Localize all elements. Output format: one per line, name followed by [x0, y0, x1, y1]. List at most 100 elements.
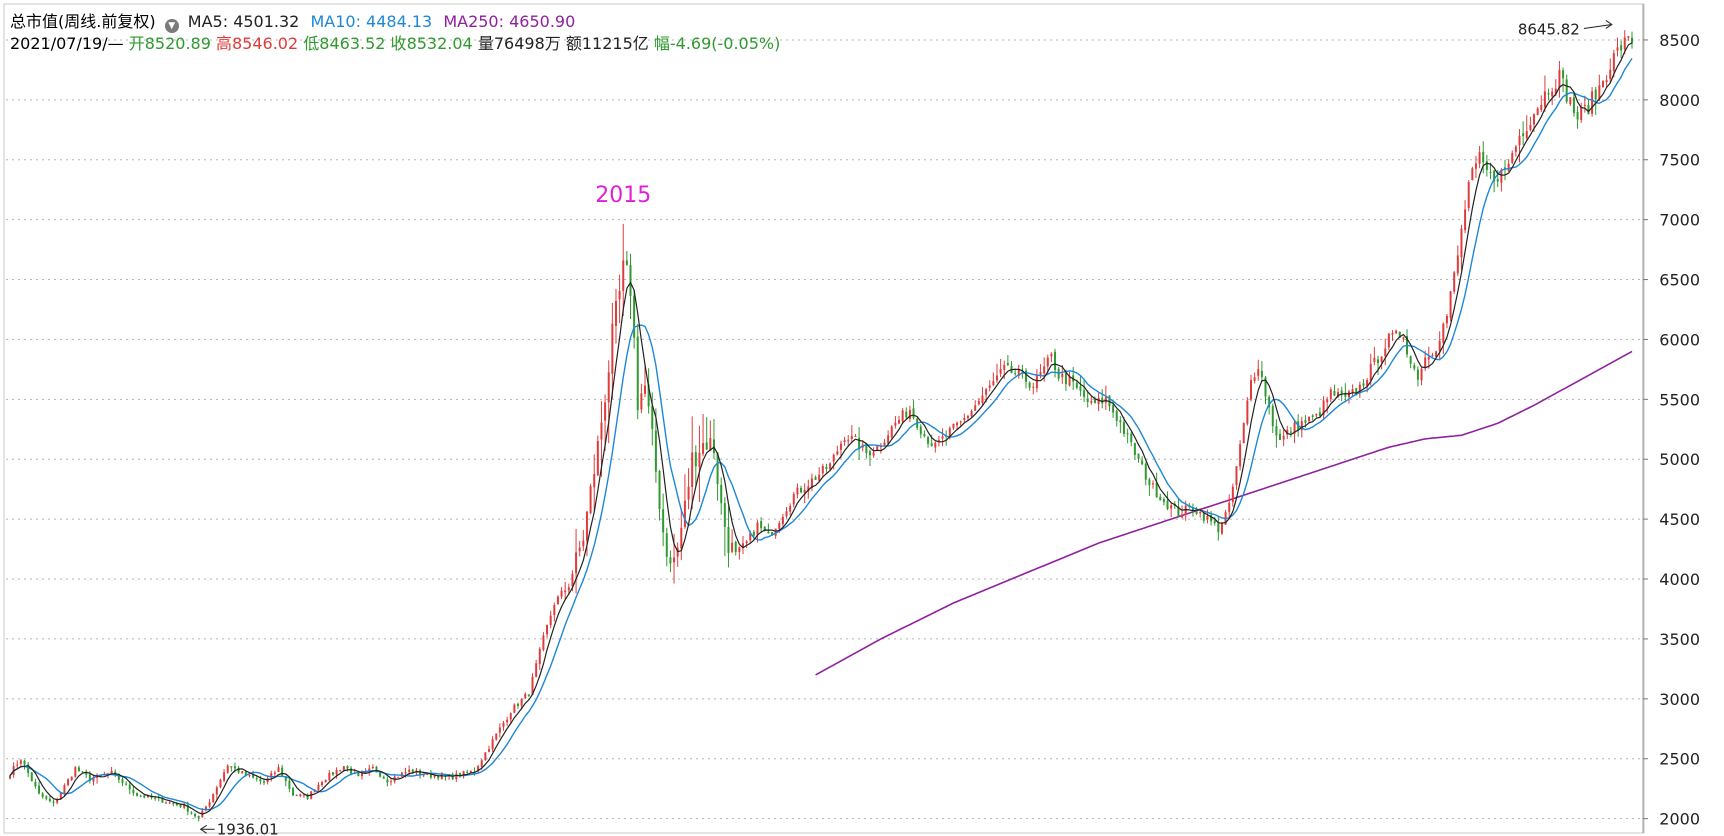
candle-body: [237, 767, 240, 773]
y-tick-label: 3500: [1659, 630, 1700, 649]
candle-body: [745, 541, 748, 544]
candle-body: [1547, 93, 1550, 95]
y-tick-label: 5500: [1659, 390, 1700, 409]
candle-body: [705, 442, 708, 450]
candle-body: [709, 438, 712, 451]
change-label: 幅: [653, 34, 670, 53]
candle-body: [995, 375, 998, 381]
candle-body: [38, 785, 41, 794]
candle-body: [92, 778, 95, 782]
candle-body: [16, 764, 19, 766]
chevron-down-icon[interactable]: ▼: [164, 19, 179, 33]
y-tick-label: 2500: [1659, 750, 1700, 769]
candle-body: [1551, 91, 1554, 97]
candle-body: [1358, 384, 1361, 394]
candle-body: [1006, 363, 1009, 365]
candle-body: [1416, 369, 1419, 380]
candle-body: [785, 511, 788, 517]
candle-body: [872, 452, 875, 456]
candle-body: [1616, 47, 1619, 51]
candle-body: [259, 779, 262, 782]
candle-body: [1580, 106, 1583, 120]
candle-body: [281, 767, 284, 777]
candle-body: [1025, 370, 1028, 382]
candle-body: [956, 422, 959, 426]
candle-body: [495, 733, 498, 740]
candle-body: [1387, 333, 1390, 348]
candle-body: [1141, 460, 1144, 465]
candle-body: [923, 434, 926, 437]
candle-body: [767, 531, 770, 534]
candle-body: [433, 775, 436, 777]
candle-body: [295, 795, 298, 797]
candle-body: [1155, 482, 1158, 498]
candle-body: [1003, 365, 1006, 370]
candle-body: [934, 442, 937, 448]
candle-body: [458, 772, 461, 777]
candle-body: [992, 381, 995, 386]
candle-body: [622, 260, 625, 291]
candle-body: [1598, 85, 1601, 100]
candle-body: [357, 772, 360, 776]
candle-body: [1460, 228, 1463, 258]
candle-body: [981, 395, 984, 403]
candle-body: [1104, 397, 1107, 403]
candle-body: [1355, 388, 1358, 395]
candle-body: [455, 773, 458, 780]
candle-body: [1264, 377, 1267, 397]
candle-body: [1235, 466, 1238, 486]
candle-body: [1485, 161, 1488, 171]
candle-body: [1409, 356, 1412, 364]
candle-body: [67, 779, 70, 786]
y-tick-label: 5000: [1659, 450, 1700, 469]
candle-body: [41, 793, 44, 797]
candle-body: [513, 704, 516, 713]
candle-body: [1028, 382, 1031, 388]
candle-body: [832, 454, 835, 462]
candle-body: [45, 796, 48, 799]
candle-body: [379, 772, 382, 777]
candle-body: [611, 323, 614, 374]
candle-body: [1202, 513, 1205, 521]
max-arrow-line: [1583, 23, 1612, 29]
candle-body: [114, 771, 117, 775]
candle-body: [1540, 105, 1543, 110]
candle-body: [839, 443, 842, 450]
candle-body: [270, 773, 273, 778]
candle-body: [538, 648, 541, 664]
candle-body: [829, 463, 832, 470]
candle-body: [1362, 383, 1365, 386]
candle-body: [1286, 429, 1289, 435]
candle-body: [1260, 370, 1263, 377]
open-value: 8520.89: [144, 34, 211, 53]
ma10-line: [9, 58, 1633, 811]
candle-body: [1282, 435, 1285, 440]
candle-body: [952, 424, 955, 429]
candle-body: [905, 411, 908, 418]
candle-body: [876, 446, 879, 451]
candle-body: [1061, 373, 1064, 378]
candle-body: [658, 470, 661, 510]
candle-body: [241, 771, 244, 774]
candle-body: [1587, 104, 1590, 115]
candle-body: [531, 676, 534, 695]
candle-body: [702, 443, 705, 454]
candle-body: [1514, 146, 1517, 152]
candle-body: [731, 542, 734, 552]
candle-body: [212, 793, 215, 803]
candle-body: [1249, 380, 1252, 400]
y-tick-label: 8000: [1659, 91, 1700, 110]
candle-body: [1329, 389, 1332, 400]
candle-body: [255, 778, 258, 780]
candle-body: [999, 369, 1002, 374]
amount-label: 额: [565, 34, 582, 53]
candle-body: [589, 486, 592, 514]
candle-body: [1572, 97, 1575, 113]
candle-body: [1046, 357, 1049, 367]
candle-body: [1373, 357, 1376, 362]
candle-body: [1435, 351, 1438, 357]
candle-body: [720, 484, 723, 504]
candle-body: [1166, 500, 1169, 509]
candle-body: [662, 509, 665, 533]
candle-body: [139, 795, 142, 797]
